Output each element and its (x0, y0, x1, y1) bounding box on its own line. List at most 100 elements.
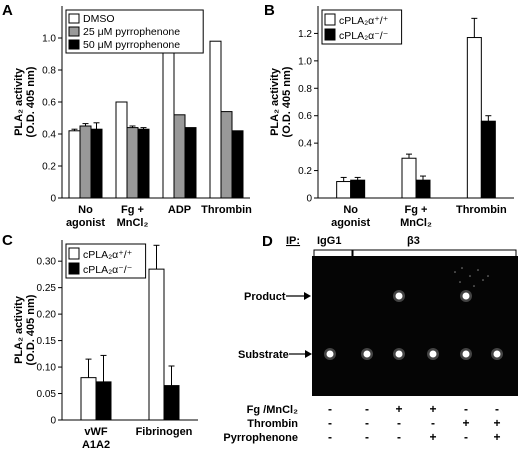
treatment-value: + (395, 402, 402, 416)
treatment-value: - (365, 430, 369, 444)
chart-b-legend-label: cPLA₂α⁻/⁻ (339, 30, 388, 42)
chart-b-y-label: PLA₂ activity (269, 67, 281, 136)
chart-c-legend-swatch (68, 247, 80, 260)
chart-a-legend-swatch (68, 26, 80, 37)
chart-a-bar (209, 40, 222, 199)
chart-c-y-label-units: (O.D. 405 nm) (25, 294, 37, 365)
panel-label-d: D (262, 233, 273, 250)
chart-a-category-label: MnCl₂ (117, 217, 149, 229)
chart-a-bar (220, 111, 233, 199)
treatment-value: - (328, 430, 332, 444)
chart-c-y-tick-label: 0.05 (37, 389, 57, 400)
chart-b-bar (401, 157, 417, 199)
product-spot (395, 292, 403, 300)
chart-panel-b: 0 0.2 0.4 0.6 0.8 1.0 1.2 PLA₂ activity (O.D. 40… (269, 6, 514, 229)
chart-a-bar (90, 128, 103, 199)
chart-c-legend-swatch (68, 262, 80, 275)
chart-b-category-label: No (343, 204, 358, 216)
chart-a-legend-label: 50 μM pyrrophenone (83, 39, 180, 51)
chart-b-bar (466, 37, 482, 199)
blot-spots (324, 267, 503, 360)
treatment-value: + (429, 402, 436, 416)
chart-b-y-label-units: (O.D. 405 nm) (281, 66, 293, 137)
chart-a-legend-swatch (68, 13, 80, 24)
treatment-value: - (464, 402, 468, 416)
chart-a-category-label: No (78, 204, 93, 216)
chart-c-category-label: A1A2 (82, 439, 110, 451)
treatment-value: - (495, 402, 499, 416)
treatment-value: - (328, 402, 332, 416)
chart-c-legend-label: cPLA₂α⁻/⁻ (83, 264, 132, 276)
blot-speckle (487, 275, 489, 277)
chart-c-y-tick-label: 0.25 (37, 283, 57, 294)
chart-b-y-tick-label: 0.6 (298, 111, 312, 122)
ip-label: IP: (286, 235, 300, 247)
treatment-value: + (462, 416, 469, 430)
panel-label-c: C (2, 232, 13, 249)
chart-a-bar (184, 127, 197, 199)
chart-b-bar (350, 179, 366, 199)
chart-b-y-tick-label: 0.8 (298, 84, 312, 95)
treatment-label: Pyrrophenone (223, 432, 298, 444)
chart-b-legend-label: cPLA₂α⁺/⁺ (339, 15, 388, 27)
chart-a-legend-swatch (68, 39, 80, 50)
chart-a-y-tick-label: 0.2 (42, 162, 56, 173)
chart-c-y-tick-label: 0.15 (37, 336, 57, 347)
chart-a-category-label: Thrombin (201, 204, 252, 216)
blot-speckle (477, 269, 479, 271)
blot-speckle (482, 279, 484, 281)
blot-speckle (461, 267, 463, 269)
chart-c-legend-label: cPLA₂α⁺/⁺ (83, 249, 132, 261)
blot-speckle (473, 285, 475, 287)
chart-a-legend-label: DMSO (83, 13, 115, 25)
chart-b-category-label: Fg + (405, 204, 428, 216)
substrate-spot (395, 350, 403, 358)
igg-lane-label: IgG1 (317, 235, 341, 247)
chart-a-legend (65, 9, 204, 54)
blot-image (312, 256, 518, 396)
substrate-spot (429, 350, 437, 358)
substrate-label: Substrate (238, 349, 289, 361)
chart-a-bar (126, 127, 139, 199)
chart-a-bar (68, 130, 81, 199)
chart-a-category-label: ADP (168, 204, 191, 216)
chart-a-y-tick-label: 0.8 (42, 66, 56, 77)
product-label: Product (244, 291, 286, 303)
treatment-value: + (493, 430, 500, 444)
chart-b-y-tick-label: 0.2 (298, 166, 312, 177)
treatment-table: Fg /MnCl₂ - - + + - -Thrombin - - - - + +Pyrrophenon… (223, 402, 500, 444)
treatment-value: - (397, 416, 401, 430)
substrate-spot (493, 350, 501, 358)
product-spot (462, 292, 470, 300)
chart-a-category-label: agonist (66, 217, 105, 229)
chart-b-legend-swatch (324, 28, 336, 41)
substrate-arrowhead (305, 350, 312, 358)
chart-a-y-label-units: (O.D. 405 nm) (25, 66, 37, 137)
treatment-label: Fg /MnCl₂ (247, 404, 298, 416)
chart-c-bar (163, 385, 180, 421)
chart-a-y-tick-label: 0.6 (42, 98, 56, 109)
chart-b-legend-swatch (324, 13, 336, 26)
chart-c-category-label: vWF (84, 426, 108, 438)
chart-b-bar (480, 120, 496, 199)
blot-speckle (454, 271, 456, 273)
treatment-value: - (328, 416, 332, 430)
treatment-value: - (464, 430, 468, 444)
chart-b-bar (415, 179, 431, 199)
chart-a-bar (173, 114, 186, 199)
chart-b-y-tick-label: 0 (306, 194, 312, 205)
blot-panel-d: D IP: IgG1 β3 Product Substrate Fg /MnCl… (223, 233, 518, 444)
substrate-spot (462, 350, 470, 358)
panel-label-b: B (264, 2, 275, 19)
panel-label-a: A (2, 2, 13, 19)
chart-a-y-label: PLA₂ activity (13, 67, 25, 136)
chart-a-legend-label: 25 μM pyrrophenone (83, 26, 180, 38)
chart-panel-a: 0 0.2 0.4 0.6 0.8 1.0 PLA₂ activity (O.D. 405 n… (13, 6, 252, 229)
chart-b-y-tick-label: 0.4 (298, 139, 312, 150)
chart-c-category-label: Fibrinogen (136, 426, 193, 438)
substrate-spot (326, 350, 334, 358)
chart-c-bar (80, 377, 97, 421)
blot-speckle (469, 275, 471, 277)
chart-a-y-tick-label: 0 (50, 194, 56, 205)
